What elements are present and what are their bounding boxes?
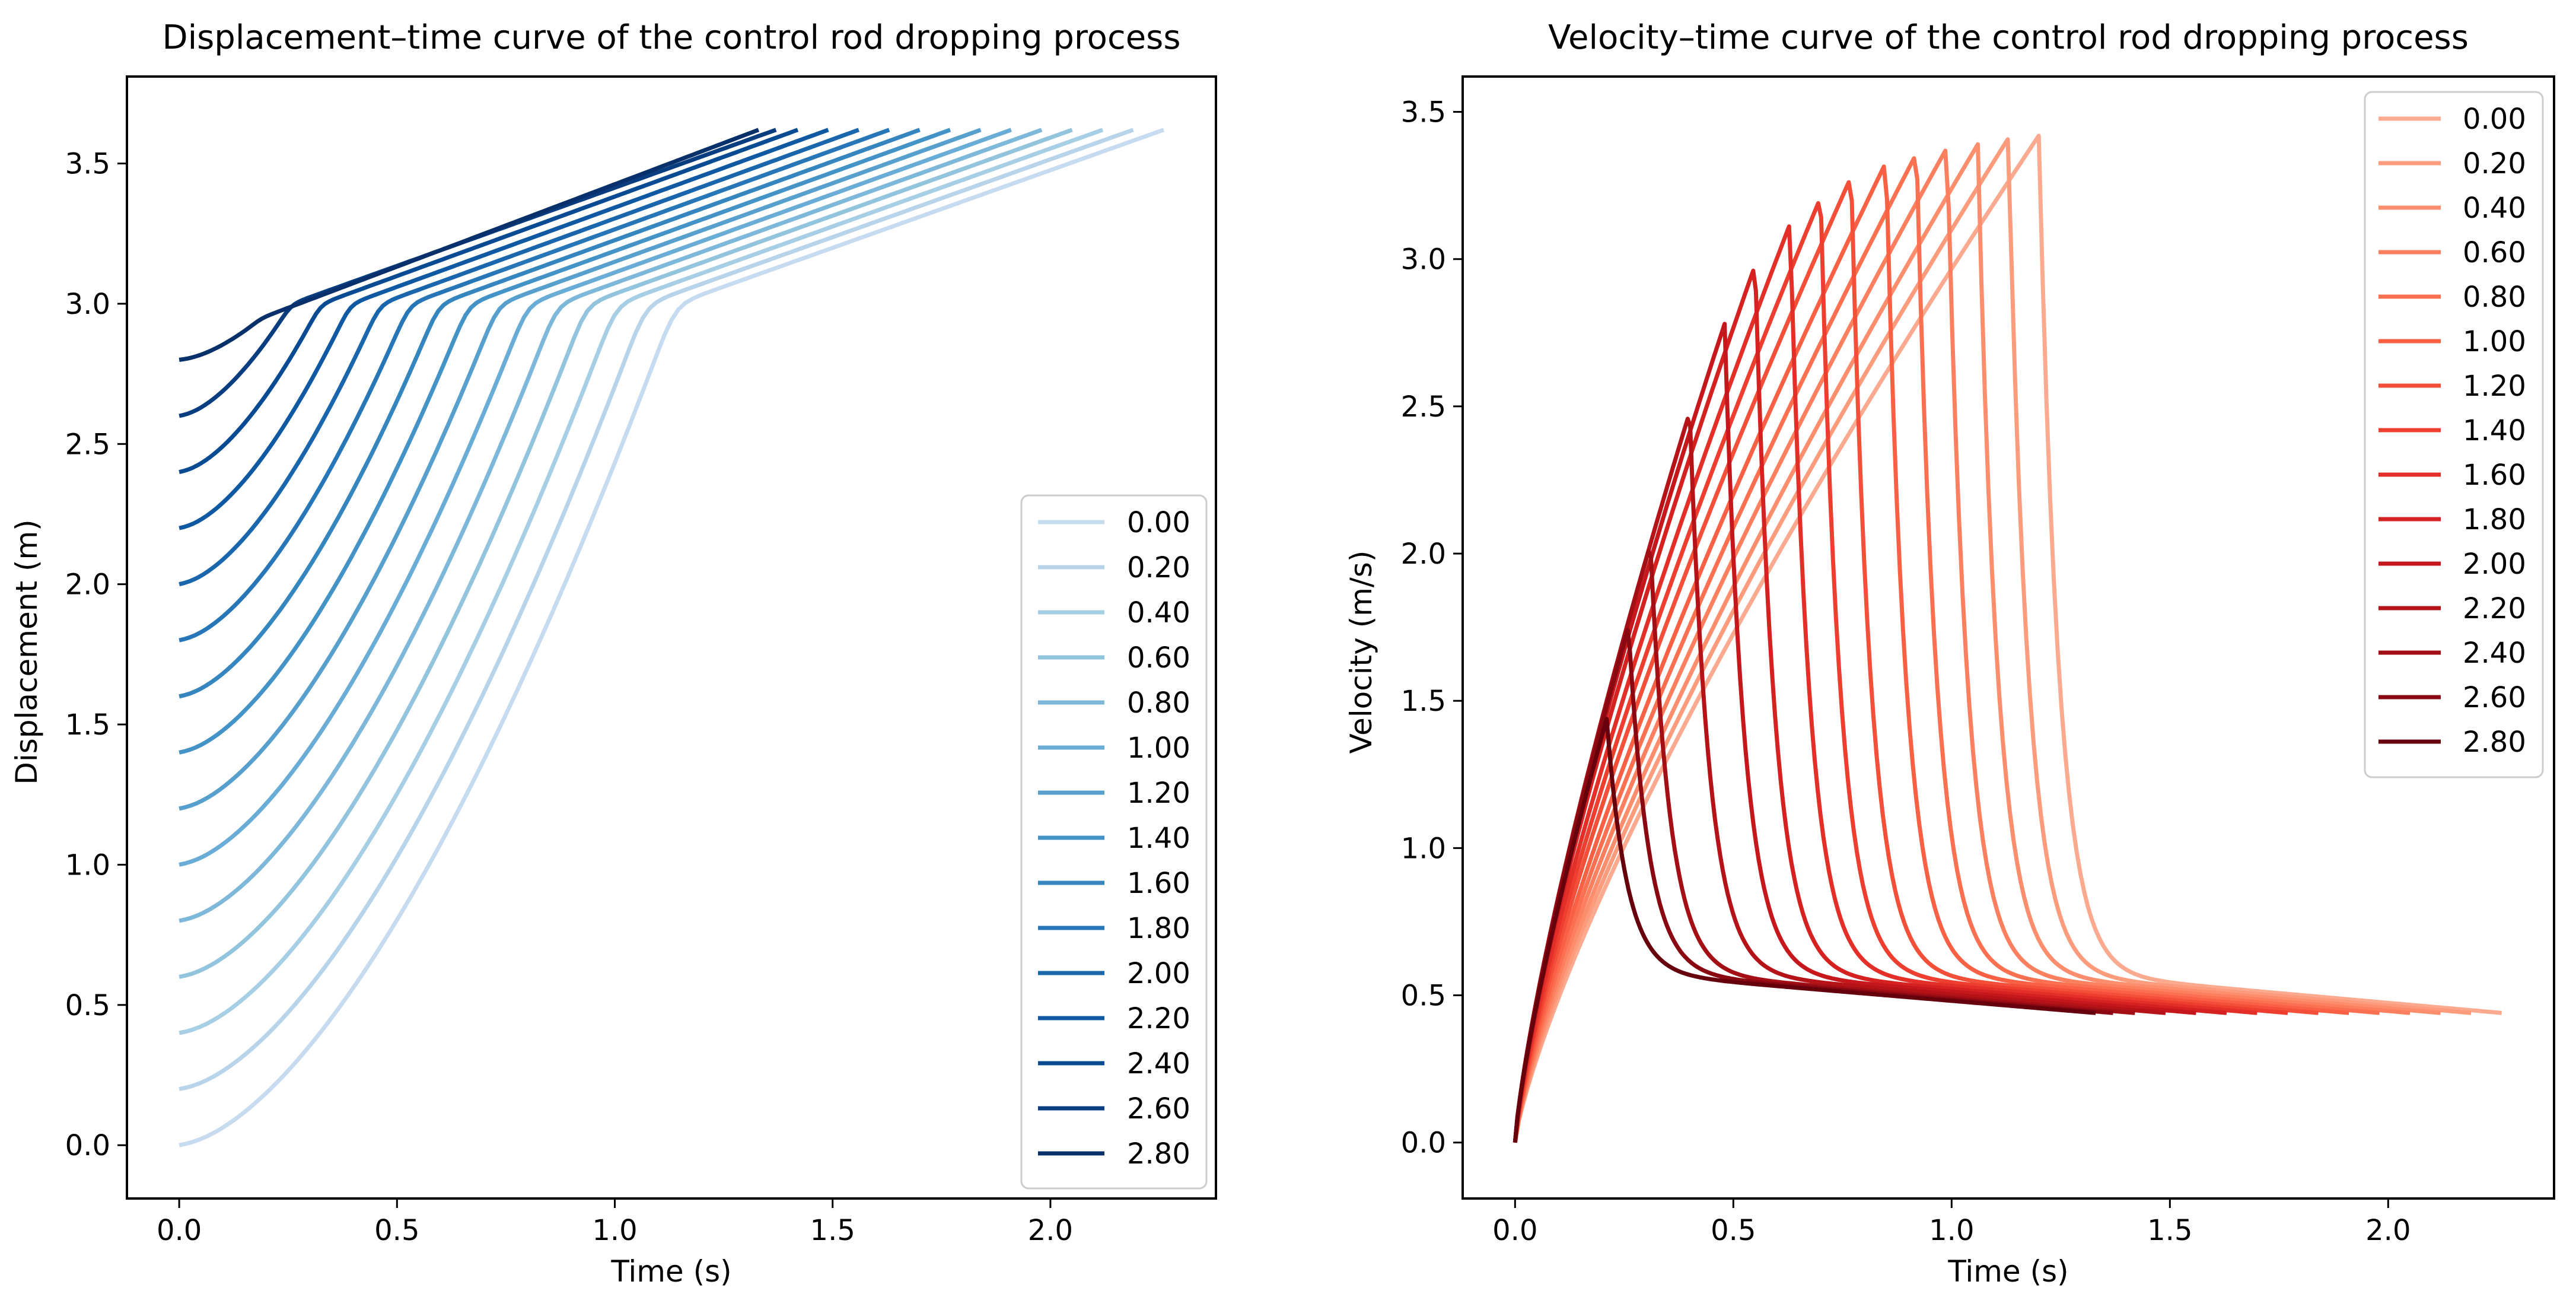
velocity-series-line [1513,717,2096,1143]
displacement-chart-title: Displacement–time curve of the control r… [162,18,1180,57]
velocity-y-tick-label: 0.5 [1401,980,1446,1013]
displacement-series-line [179,128,1012,867]
velocity-series-line [1513,224,2257,1143]
velocity-legend: 0.00 0.20 0.40 0.60 0.80 1.00 1.20 1.40 1.60 1.80… [2364,91,2544,778]
displacement-series-line [179,128,1073,979]
displacement-x-tick-label: 2.0 [1028,1214,1073,1247]
velocity-series-line [1513,180,2319,1143]
velocity-x-tick-label: 0.5 [1711,1214,1756,1247]
displacement-series-line [179,128,1165,1147]
velocity-y-tick-label: 1.5 [1401,685,1446,718]
displacement-legend-label: 1.00 [1127,732,1190,765]
displacement-x-tick-label: 1.0 [592,1214,637,1247]
displacement-x-tick-label: 0.5 [374,1214,419,1247]
displacement-legend-label: 1.60 [1127,867,1190,900]
displacement-legend-label: 2.40 [1127,1047,1190,1080]
displacement-legend-label: 1.20 [1127,777,1190,810]
velocity-series-line [1513,268,2227,1143]
velocity-x-tick-label: 1.5 [2147,1214,2192,1247]
displacement-legend-label: 0.60 [1127,641,1190,675]
velocity-series-line [1513,142,2441,1143]
velocity-series-line [1513,322,2196,1143]
velocity-legend-label: 2.20 [2463,592,2526,625]
displacement-legend-label: 1.80 [1127,912,1190,945]
velocity-legend-label: 1.20 [2463,370,2526,403]
displacement-legend-label: 2.00 [1127,957,1190,990]
velocity-chart-y-label: Velocity (m/s) [1344,551,1378,754]
velocity-legend-label: 0.20 [2463,147,2526,180]
displacement-legend-label: 0.00 [1127,506,1190,539]
velocity-y-tick-label: 1.0 [1401,832,1446,865]
displacement-chart-x-label: Time (s) [610,1254,731,1289]
velocity-legend-label: 1.40 [2463,414,2526,447]
displacement-series-line [179,128,860,587]
velocity-legend-label: 2.60 [2463,681,2526,714]
velocity-legend-label: 0.40 [2463,192,2526,225]
displacement-plot-frame [126,75,1217,1200]
velocity-plot-frame [1461,75,2555,1200]
displacement-series-line [179,128,890,643]
velocity-series-line [1513,164,2349,1143]
velocity-y-tick-label: 3.5 [1401,96,1446,129]
velocity-y-tick-label: 2.5 [1401,390,1446,424]
velocity-legend-label: 2.00 [2463,548,2526,581]
velocity-series-line [1513,137,2472,1143]
velocity-x-tick-label: 2.0 [2365,1214,2411,1247]
displacement-legend-box [1020,494,1208,1190]
velocity-y-tick-label: 0.0 [1401,1127,1446,1160]
velocity-legend-box [2364,91,2544,778]
displacement-legend-label: 2.60 [1127,1092,1190,1126]
velocity-series-line [1513,148,2411,1143]
displacement-chart: Displacement–time curve of the control r… [9,18,1217,1289]
velocity-x-tick-label: 1.0 [1929,1214,1974,1247]
velocity-legend-label: 1.80 [2463,503,2526,536]
displacement-y-tick-label: 0.0 [65,1129,110,1162]
displacement-series-line [179,128,777,418]
displacement-series-line [179,128,760,362]
velocity-legend-label: 0.00 [2463,103,2526,136]
displacement-y-tick-label: 3.0 [65,288,110,321]
velocity-y-tick-label: 3.0 [1401,243,1446,276]
velocity-legend-label: 0.80 [2463,281,2526,314]
velocity-x-tick-label: 0.0 [1492,1214,1537,1247]
displacement-series-line [179,128,982,811]
displacement-series-line [179,128,1134,1092]
displacement-y-tick-label: 1.0 [65,848,110,882]
velocity-chart: Velocity–time curve of the control rod d… [1344,18,2555,1289]
velocity-series-line [1513,201,2288,1143]
velocity-chart-x-label: Time (s) [1947,1254,2068,1289]
velocity-y-tick-label: 2.0 [1401,538,1446,571]
displacement-legend-label: 0.40 [1127,596,1190,630]
velocity-legend-label: 0.60 [2463,236,2526,269]
displacement-chart-y-label: Displacement (m) [9,519,44,784]
displacement-series-line [179,128,829,530]
displacement-series-line [179,128,921,699]
displacement-y-tick-label: 2.5 [65,428,110,461]
displacement-legend-label: 2.80 [1127,1137,1190,1171]
displacement-legend-label: 2.20 [1127,1002,1190,1035]
velocity-chart-title: Velocity–time curve of the control rod d… [1548,18,2469,57]
velocity-legend-label: 2.80 [2463,726,2526,759]
displacement-y-tick-label: 1.5 [65,708,110,742]
displacement-x-tick-label: 1.5 [810,1214,855,1247]
velocity-legend-label: 1.00 [2463,325,2526,358]
displacement-y-tick-label: 3.5 [65,148,110,181]
displacement-series-line [179,128,1043,923]
displacement-series-line [179,128,799,475]
velocity-legend-label: 1.60 [2463,459,2526,492]
displacement-legend: 0.00 0.20 0.40 0.60 0.80 1.00 1.20 1.40 1.60 1.80… [1020,494,1208,1190]
velocity-legend-label: 2.40 [2463,637,2526,670]
displacement-legend-label: 1.40 [1127,822,1190,855]
displacement-legend-label: 0.80 [1127,686,1190,720]
displacement-series-line [179,128,1104,1035]
displacement-x-tick-label: 0.0 [157,1214,202,1247]
displacement-legend-label: 0.20 [1127,551,1190,584]
displacement-y-tick-label: 0.5 [65,989,110,1022]
displacement-y-tick-label: 2.0 [65,568,110,602]
displacement-series-line [179,128,951,755]
